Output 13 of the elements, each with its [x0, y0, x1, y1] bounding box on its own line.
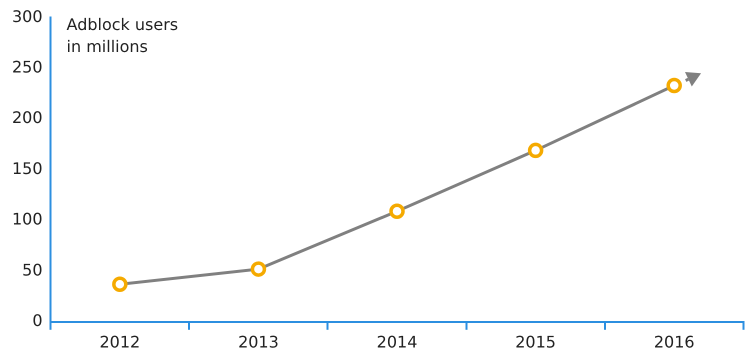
x-tick-label: 2012: [99, 332, 140, 352]
y-tick-label: 150: [12, 158, 43, 178]
x-tick-label: 2013: [238, 332, 279, 352]
y-tick-label: 250: [12, 57, 43, 76]
x-tick-label: 2014: [376, 332, 418, 352]
x-tick-label: 2016: [654, 332, 695, 352]
y-tick-label: 200: [12, 108, 43, 128]
y-tick-label: 0: [32, 310, 43, 330]
y-tick-label: 100: [12, 210, 43, 229]
y-axis-title: Adblock users in millions: [66, 14, 178, 56]
x-tick-label: 2015: [515, 332, 556, 352]
y-tick-label: 50: [22, 260, 43, 280]
y-tick-label: 300: [12, 6, 43, 26]
